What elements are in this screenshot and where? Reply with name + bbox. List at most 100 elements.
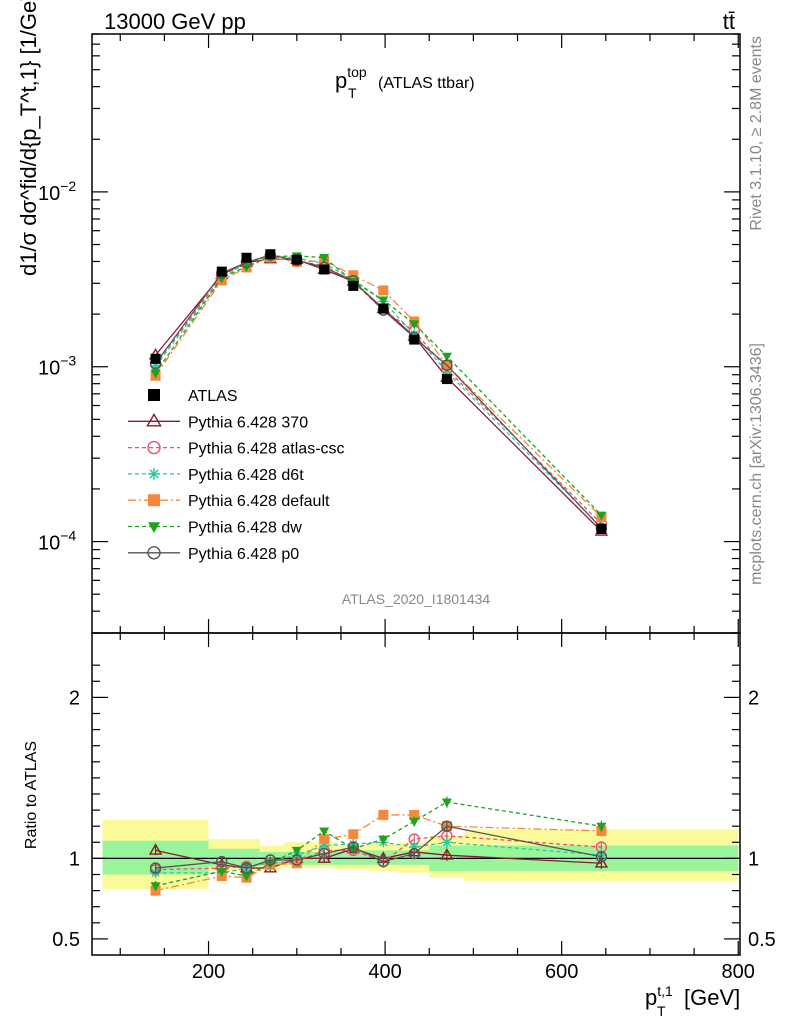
- axes-layer: 200 400 600 800 10−4 10−3 10−2 0.5 0.5 1 1 2 2: [38, 33, 776, 983]
- legend-label: Pythia 6.428 default: [188, 493, 330, 510]
- atlas-data-point: [596, 524, 607, 535]
- ratio-series-marker: [291, 854, 303, 866]
- ratio-series-marker: [240, 862, 253, 874]
- y-tick-label: 10−3: [38, 353, 76, 380]
- ratio-series-marker: [595, 851, 608, 863]
- x-tick-label: 800: [722, 961, 755, 983]
- ratio-series-marker: [409, 817, 420, 827]
- ratio-series-marker: [596, 822, 607, 832]
- main-series-layer: [148, 249, 609, 536]
- ratio-series-marker: [216, 867, 227, 877]
- legend-label: Pythia 6.428 p0: [188, 546, 299, 563]
- legend-marker: [148, 494, 160, 507]
- ratio-uncertainty-bands: [92, 819, 740, 889]
- ratio-series-line: [155, 841, 602, 874]
- legend-label: Pythia 6.428 atlas-csc: [188, 441, 345, 458]
- ratio-series-marker: [149, 862, 162, 874]
- atlas-data-point: [265, 249, 276, 260]
- x-axis-label: pt,1 T[GeV]: [645, 983, 740, 1019]
- ratio-series-marker: [440, 848, 454, 860]
- ratio-series-marker: [291, 846, 302, 856]
- analysis-watermark: ATLAS_2020_I1801434: [342, 591, 491, 607]
- atlas-data-point: [441, 374, 452, 385]
- main-series-marker: [378, 296, 389, 306]
- atlas-data-point: [241, 252, 252, 263]
- legend-marker: [147, 546, 161, 560]
- ratio-series-marker: [378, 809, 389, 820]
- rivet-version-label: Rivet 3.1.10, ≥ 2.8M events: [748, 36, 765, 231]
- main-series-line: [155, 255, 602, 516]
- ratio-series-marker: [319, 827, 330, 837]
- ratio-series-marker: [408, 847, 420, 860]
- ratio-series-marker: [216, 855, 228, 868]
- ratio-series-marker: [264, 854, 277, 866]
- ratio-series-marker: [148, 843, 163, 855]
- main-series-marker: [441, 366, 452, 377]
- legend-entry: Pythia 6.428 d6t: [128, 467, 304, 484]
- ratio-series-marker: [319, 834, 330, 845]
- legend-marker: [148, 467, 160, 480]
- legend-entry: Pythia 6.428 p0: [128, 546, 299, 563]
- ratio-tick-label: 0.5: [52, 929, 80, 951]
- source-label: mcplots.cern.ch [arXiv:1306.3436]: [748, 343, 765, 585]
- ratio-series-marker: [241, 872, 252, 882]
- process-label: tt̄: [723, 9, 735, 34]
- legend-label: Pythia 6.428 dw: [188, 520, 302, 537]
- main-series-marker: [596, 511, 607, 521]
- legend-label: Pythia 6.428 d6t: [188, 467, 304, 484]
- y-tick-label: 10−4: [38, 528, 76, 555]
- legend-marker: [147, 440, 161, 455]
- ratio-series-marker: [348, 829, 359, 840]
- ratio-series-marker: [347, 841, 360, 853]
- ratio-series-marker: [318, 847, 330, 860]
- legend-atlas-marker: [148, 389, 160, 401]
- atlas-data-point: [150, 353, 161, 364]
- main-series-marker: [150, 369, 161, 379]
- atlas-data-point: [378, 303, 389, 314]
- ratio-panel-frame: [91, 632, 741, 956]
- main-series-marker: [409, 329, 420, 340]
- legend-entry: Pythia 6.428 370: [128, 413, 308, 431]
- ratio-series-layer: [148, 796, 609, 896]
- ratio-series-marker: [441, 798, 452, 808]
- legend-marker: [146, 413, 162, 427]
- ratio-tick-label-right: 2: [748, 687, 759, 709]
- y-axis-label: d1/σ dσ^fid/d{p_T^t,1} [1/GeV]: [16, 0, 41, 276]
- main-series-marker: [441, 352, 452, 362]
- legend-entry: Pythia 6.428 atlas-csc: [128, 441, 345, 458]
- plot-title: ptop T(ATLAS ttbar): [335, 64, 475, 101]
- ratio-tick-label: 2: [69, 687, 80, 709]
- ratio-series-marker: [377, 855, 390, 868]
- ratio-series-marker: [150, 882, 161, 892]
- energy-label: 13000 GeV pp: [104, 9, 246, 34]
- legend-label: ATLAS: [188, 388, 238, 405]
- main-series-marker: [319, 254, 330, 264]
- ratio-series-marker: [319, 840, 330, 851]
- ratio-series-marker: [409, 842, 420, 853]
- ratio-series-marker: [441, 837, 452, 848]
- main-series-marker: [441, 359, 453, 371]
- legend-label: Pythia 6.428 370: [188, 414, 308, 431]
- legend-entry: ATLAS: [148, 388, 238, 405]
- x-tick-label: 400: [368, 961, 401, 983]
- main-series-marker: [409, 320, 420, 330]
- ratio-series-marker: [441, 820, 453, 832]
- ratio-tick-label-right: 1: [748, 848, 759, 870]
- atlas-data-point: [319, 264, 330, 275]
- x-tick-label: 200: [192, 961, 225, 983]
- y-tick-label: 10−2: [38, 178, 76, 205]
- legend-entry: Pythia 6.428 default: [128, 493, 330, 510]
- ratio-series-marker: [594, 856, 609, 868]
- atlas-data-point: [291, 254, 302, 265]
- atlas-data-point: [409, 334, 420, 345]
- ratio-series-marker: [265, 859, 276, 869]
- main-series-marker: [150, 360, 161, 371]
- x-tick-label: 600: [545, 961, 578, 983]
- main-series-marker: [378, 285, 389, 296]
- ratio-tick-label: 1: [69, 848, 80, 870]
- ratio-series-marker: [378, 835, 389, 845]
- ratio-series-marker: [409, 809, 420, 820]
- atlas-data-point: [216, 266, 227, 277]
- legend-entry: Pythia 6.428 dw: [128, 520, 302, 537]
